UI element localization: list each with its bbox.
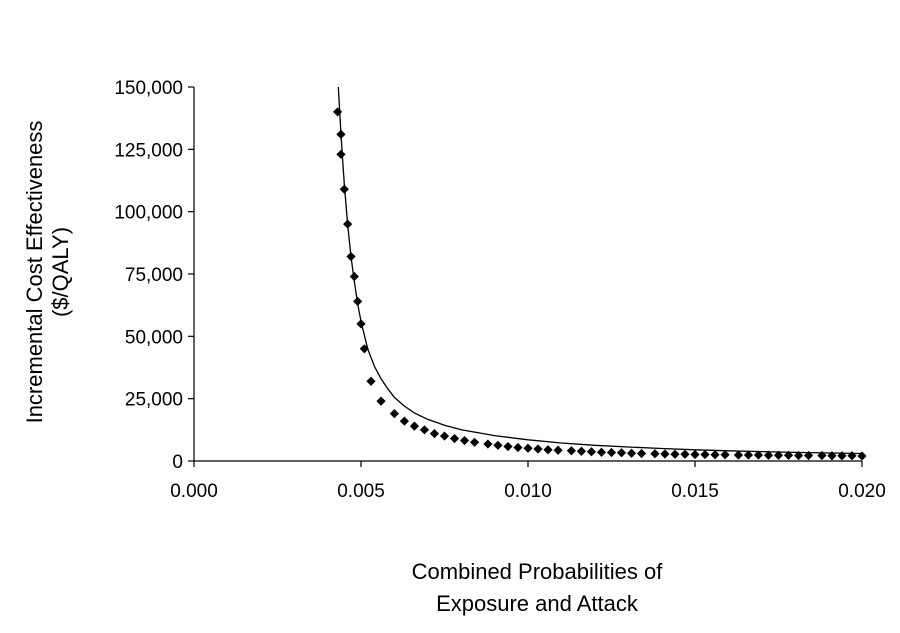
data-point [469, 437, 480, 447]
data-point [503, 441, 513, 452]
data-point [626, 448, 637, 458]
data-point [783, 450, 794, 460]
data-point [359, 344, 369, 354]
data-point [459, 435, 470, 446]
y-tick-label: 75,000 [125, 265, 183, 286]
data-point [847, 451, 857, 461]
data-point [827, 451, 837, 461]
data-point [753, 450, 764, 460]
data-point [353, 296, 363, 307]
data-point [389, 409, 399, 419]
y-axis-title-line-2: ($/QALY) [48, 227, 73, 317]
data-point [419, 425, 430, 435]
y-tick-label: 150,000 [114, 78, 183, 99]
y-tick-label: 100,000 [114, 203, 183, 224]
data-point [636, 448, 647, 459]
data-point [333, 107, 343, 117]
data-point [483, 439, 493, 449]
y-tick-label: 50,000 [125, 327, 183, 348]
data-point [553, 445, 563, 455]
x-axis-title-line-1: Combined Probabilities of [412, 559, 664, 584]
data-markers [333, 107, 867, 461]
data-point [837, 451, 847, 461]
x-tick-label: 0.005 [337, 481, 385, 502]
data-point [449, 433, 460, 444]
data-point [690, 449, 700, 460]
data-point [857, 451, 867, 461]
y-tick-label: 125,000 [114, 140, 183, 161]
data-point [720, 450, 730, 460]
data-point [533, 444, 543, 454]
data-point [336, 149, 346, 159]
x-axis-title-line-2: Exposure and Attack [436, 591, 639, 616]
data-point [616, 448, 627, 458]
data-point [566, 446, 577, 456]
data-point [343, 219, 353, 229]
data-point [409, 421, 420, 431]
data-point [356, 319, 366, 329]
axes [193, 87, 862, 462]
data-point [803, 450, 814, 461]
x-ticks: 0.000 0.005 0.010 0.015 0.020 [170, 461, 886, 502]
data-point [399, 416, 410, 426]
data-point [700, 449, 710, 460]
y-tick-label: 0 [172, 452, 183, 473]
data-point [743, 450, 754, 460]
data-point [606, 447, 617, 458]
data-point [493, 440, 503, 450]
data-point [429, 428, 440, 439]
data-point [596, 447, 607, 457]
x-tick-label: 0.000 [170, 481, 218, 502]
data-point [346, 251, 356, 262]
data-point [650, 449, 660, 459]
data-point [523, 443, 533, 453]
data-point [349, 271, 359, 282]
y-tick-label: 25,000 [125, 390, 183, 411]
x-tick-label: 0.020 [838, 481, 886, 502]
data-point [680, 449, 690, 459]
data-point [773, 450, 784, 460]
data-point [513, 442, 523, 453]
x-tick-label: 0.015 [671, 481, 719, 502]
data-point [733, 450, 744, 460]
x-tick-label: 0.010 [504, 481, 552, 502]
data-point [576, 446, 587, 456]
data-point [366, 376, 376, 386]
y-ticks: 0 25,000 50,000 75,000 100,000 125,000 150,000 [114, 78, 194, 473]
data-point [336, 129, 346, 139]
data-point [763, 450, 774, 460]
data-point [670, 449, 680, 459]
data-point [439, 431, 450, 441]
data-point [817, 450, 827, 461]
data-point [339, 184, 349, 194]
fitted-curve [337, 86, 863, 455]
y-axis-title-line-1: Incremental Cost Effectiveness [22, 121, 47, 424]
data-point [710, 450, 720, 460]
data-point [586, 447, 597, 457]
data-point [793, 450, 804, 461]
data-point [376, 396, 386, 406]
data-point [660, 449, 670, 459]
data-point [543, 445, 553, 455]
